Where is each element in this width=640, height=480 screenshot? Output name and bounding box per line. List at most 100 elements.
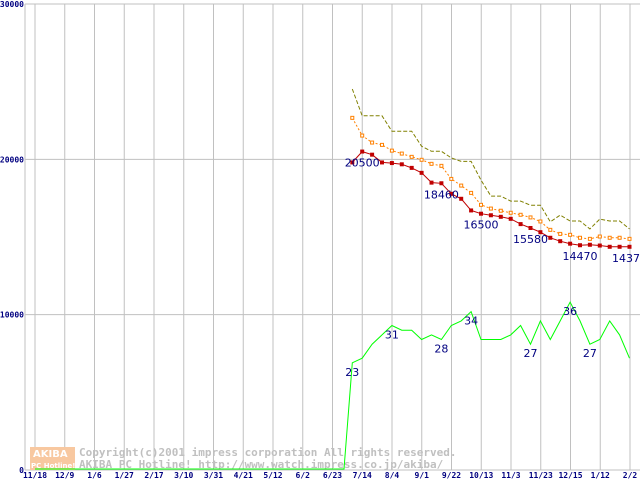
data-point-average [558, 231, 563, 236]
data-point-min [429, 180, 434, 185]
data-labels: 20500 18460 16500 15580 14470 14370 23 31 28 34 27… [345, 157, 640, 379]
x-tick-label: 10/13 [469, 471, 493, 480]
data-point-min [498, 214, 503, 219]
x-tick-label: 6/23 [323, 471, 342, 480]
y-axis: 0 10000 20000 30000 [0, 0, 24, 475]
data-point-average [419, 157, 424, 162]
x-tick-label: 2/17 [144, 471, 163, 480]
data-point-min [578, 243, 582, 248]
x-axis: 11/18 12/9 1/6 1/27 2/17 3/10 3/31 4/21 5/12 6/2 6… [23, 471, 637, 480]
data-point-min [548, 235, 553, 240]
data-point-average [360, 133, 365, 138]
x-tick-label: 11/18 [23, 471, 47, 480]
data-point-min [439, 181, 444, 186]
y-tick-label: 10000 [0, 311, 24, 320]
data-point-min [449, 191, 454, 196]
data-point-average [399, 151, 404, 156]
data-label: 28 [434, 343, 448, 356]
data-point-average [439, 163, 444, 168]
x-tick-label: 1/6 [87, 471, 102, 480]
data-label: 20500 [345, 157, 380, 170]
data-point-min [528, 225, 533, 230]
data-label: 14370 [612, 252, 640, 265]
data-point-average [617, 235, 622, 240]
data-point-min [389, 161, 394, 166]
data-label: 36 [563, 305, 577, 318]
data-point-average [607, 235, 612, 240]
data-point-min [370, 152, 375, 157]
data-point-average [508, 210, 513, 215]
data-point-min [459, 196, 464, 201]
data-label: 14470 [563, 250, 598, 263]
copyright-text: Copyright(c)2001 impress corporation All… [79, 446, 457, 459]
x-tick-label: 3/31 [204, 471, 223, 480]
data-point-average [538, 219, 543, 224]
data-label: 23 [345, 366, 359, 379]
data-point-min [538, 230, 543, 235]
y-tick-label: 0 [19, 466, 24, 475]
watermark: AKIBA PC Hotline! Copyright(c)2001 impre… [30, 446, 457, 471]
x-tick-label: 11/3 [501, 471, 520, 480]
data-point-average [488, 206, 493, 211]
data-point-average [380, 142, 384, 147]
x-tick-label: 12/15 [558, 471, 582, 480]
data-point-average [518, 212, 523, 217]
data-point-min [479, 211, 483, 216]
x-tick-label: 8/4 [385, 471, 400, 480]
series-line-max [351, 88, 630, 230]
data-point-average [627, 236, 632, 241]
data-point-min [587, 242, 592, 247]
data-point-min [399, 162, 404, 167]
series-layer [35, 88, 632, 470]
data-point-average [429, 161, 434, 166]
logo-bottom-text: PC Hotline! [31, 462, 75, 470]
data-point-min [409, 165, 414, 170]
data-point-min [617, 244, 622, 249]
data-point-average [528, 215, 533, 220]
data-point-average [449, 176, 454, 181]
data-point-average [459, 183, 464, 188]
data-point-min [597, 243, 602, 248]
data-point-min [558, 239, 563, 244]
logo-top-text: AKIBA [33, 449, 68, 460]
x-tick-label: 1/12 [591, 471, 610, 480]
data-point-average [587, 236, 592, 241]
data-point-average [370, 140, 375, 145]
data-point-min [488, 213, 493, 218]
data-point-average [479, 202, 483, 207]
data-point-min [350, 160, 355, 165]
data-point-min [627, 244, 632, 249]
data-label: 18460 [424, 188, 459, 201]
data-label: 34 [464, 315, 478, 328]
x-tick-label: 1/27 [115, 471, 134, 480]
data-point-average [409, 154, 414, 159]
grid [24, 3, 640, 471]
x-tick-label: 4/21 [234, 471, 253, 480]
site-url-text: AKIBA PC Hotline! http://www.watch.impre… [79, 458, 444, 471]
data-point-min [360, 149, 365, 154]
data-label: 15580 [513, 233, 548, 246]
data-label: 27 [583, 347, 597, 360]
data-point-min [380, 160, 384, 165]
data-label: 27 [524, 347, 538, 360]
x-tick-label: 5/12 [263, 471, 282, 480]
data-label: 16500 [464, 219, 499, 232]
data-point-min [607, 244, 612, 249]
data-point-average [578, 235, 582, 240]
data-point-min [518, 222, 523, 227]
y-tick-label: 30000 [0, 0, 24, 9]
series-line-min [351, 151, 630, 248]
x-tick-label: 7/14 [353, 471, 372, 480]
y-tick-label: 20000 [0, 155, 24, 164]
x-tick-label: 6/2 [296, 471, 311, 480]
data-point-min [469, 208, 474, 213]
data-point-average [498, 208, 503, 213]
x-tick-label: 11/23 [529, 471, 553, 480]
data-point-average [389, 148, 394, 153]
data-point-min [419, 170, 424, 175]
x-tick-label: 9/1 [415, 471, 430, 480]
data-point-average [568, 232, 573, 237]
data-point-average [597, 234, 602, 239]
x-tick-label: 12/9 [55, 471, 74, 480]
